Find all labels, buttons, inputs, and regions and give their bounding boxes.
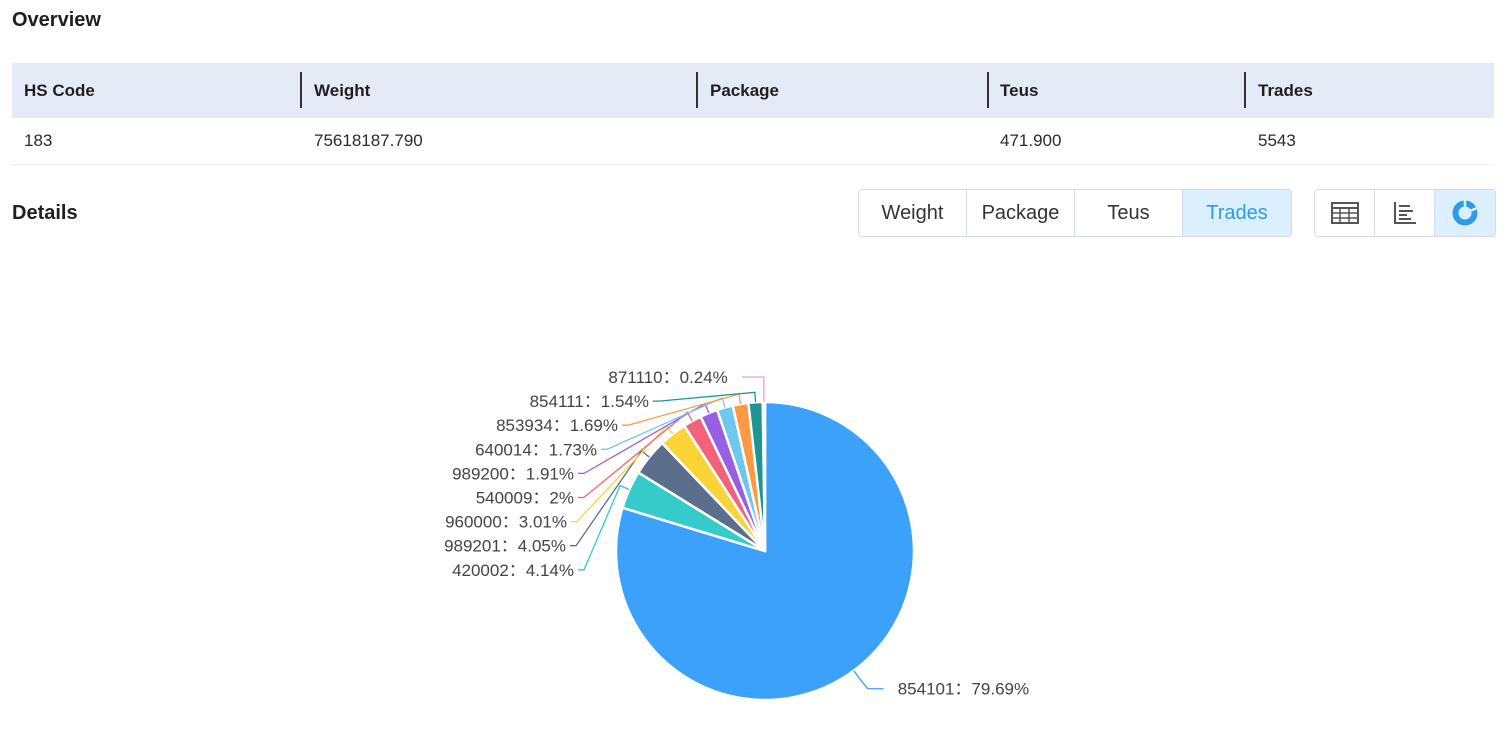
column-divider[interactable] [300,72,302,108]
pie-label-989200: 989200：1.91% [452,464,574,483]
pie-label-420002: 420002：4.14% [452,561,574,580]
column-divider[interactable] [987,72,989,108]
pie-label-853934: 853934：1.69% [496,416,618,435]
pie-label-854111: 854111：1.54% [530,392,649,411]
leader-line-540009 [578,411,693,499]
bar-chart-icon [1393,202,1416,224]
header-hs-code: HS Code [24,80,95,100]
leader-line-989200 [578,402,710,475]
leader-line-640014 [601,396,726,450]
column-divider[interactable] [696,72,698,108]
leader-line-960000 [571,425,674,523]
pie-label-871110: 871110：0.24% [608,368,727,387]
tab-teus[interactable]: Teus [1075,190,1183,236]
cell-weight: 75618187.790 [314,131,423,150]
details-title: Details [12,202,78,224]
column-divider[interactable] [1244,72,1246,108]
pie-label-640014: 640014：1.73% [475,440,597,459]
leader-line-854111 [653,391,757,403]
overview-title: Overview [12,9,101,31]
pie-label-540009: 540009：2% [476,489,574,508]
pie-label-960000: 960000：3.01% [445,513,567,532]
header-weight: Weight [314,80,371,100]
tab-weight[interactable]: Weight [859,190,967,236]
header-trades: Trades [1258,80,1313,100]
table-row: 183 75618187.790 471.900 5543 [12,118,1494,165]
pie-label-854101: 854101：79.69% [898,680,1029,699]
cell-teus: 471.900 [1000,131,1062,150]
header-teus: Teus [1000,80,1039,100]
leader-line-854101 [853,670,884,690]
pie-view-button[interactable] [1435,190,1495,236]
leader-line-871110 [741,376,765,403]
table-view-button[interactable] [1315,190,1375,236]
header-package: Package [710,80,779,100]
pie-label-989201: 989201：4.05% [444,537,566,556]
pie-chart-icon [1452,200,1478,226]
tab-package[interactable]: Package [967,190,1075,236]
view-toggle-group [1314,189,1496,237]
leader-line-853934 [622,393,742,426]
pie-slice-871110[interactable] [761,400,767,553]
cell-trades: 5543 [1258,131,1296,150]
overview-table-header: HS Code Weight Package Teus Trades [12,63,1494,118]
overview-table: HS Code Weight Package Teus Trades 183 7… [12,63,1494,165]
leader-line-989201 [570,449,650,547]
bar-view-button[interactable] [1375,190,1435,236]
leader-line-420002 [578,484,630,571]
metric-tab-group: Weight Package Teus Trades [858,189,1292,237]
cell-hs-code: 183 [24,131,53,150]
tab-trades[interactable]: Trades [1183,190,1291,236]
table-view-icon [1330,202,1359,224]
